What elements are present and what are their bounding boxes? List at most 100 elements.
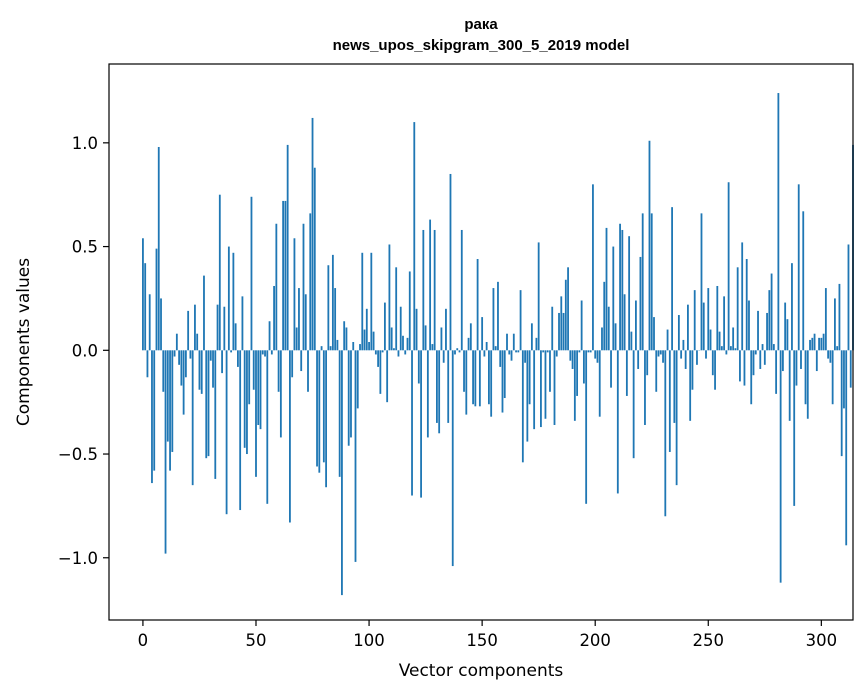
bar — [393, 348, 395, 351]
bar — [406, 337, 409, 351]
bar — [365, 308, 368, 351]
bar — [153, 350, 156, 471]
bar — [637, 350, 640, 369]
bar — [503, 350, 506, 399]
x-tick-label: 250 — [693, 631, 725, 650]
bar — [702, 302, 705, 351]
bar — [555, 350, 558, 357]
bar — [160, 298, 162, 351]
bar — [173, 350, 176, 357]
bar — [840, 350, 843, 457]
x-tick-label: 0 — [138, 631, 149, 650]
bar — [447, 350, 450, 423]
bar — [304, 294, 307, 351]
x-tick-label: 300 — [806, 631, 838, 650]
bar — [515, 350, 517, 353]
bar — [436, 350, 438, 423]
bar — [668, 350, 671, 452]
bar — [616, 350, 619, 494]
bar — [151, 350, 153, 484]
bar — [200, 350, 203, 394]
bar — [345, 327, 348, 351]
bar — [788, 350, 791, 421]
bar — [379, 350, 382, 394]
bar — [320, 346, 323, 351]
bar — [377, 350, 380, 367]
bar — [422, 229, 425, 351]
x-tick-label: 50 — [245, 631, 266, 650]
bar — [824, 288, 827, 351]
plot-frame — [108, 63, 854, 621]
bar — [336, 339, 339, 351]
bar — [241, 296, 244, 351]
bar — [592, 184, 594, 351]
bar — [221, 350, 223, 374]
bar — [847, 244, 850, 351]
bar — [316, 350, 318, 467]
bar — [659, 350, 662, 355]
bar — [309, 213, 312, 351]
bar — [716, 285, 719, 351]
bar — [843, 350, 845, 409]
bar — [524, 350, 526, 363]
bar — [273, 285, 275, 351]
bar — [354, 350, 357, 562]
bar — [169, 350, 171, 471]
bar — [598, 350, 601, 417]
bar — [313, 167, 316, 351]
bar — [164, 350, 167, 554]
bar — [736, 267, 739, 351]
bar — [705, 350, 707, 359]
bar — [610, 350, 612, 388]
y-tick-label: −0.5 — [58, 445, 98, 464]
bar — [673, 350, 676, 423]
bar — [526, 350, 529, 442]
bar — [519, 290, 522, 351]
bar — [243, 350, 246, 448]
bar — [804, 350, 807, 405]
bar — [420, 350, 422, 498]
bar — [763, 350, 766, 365]
bar — [478, 350, 481, 407]
bar — [218, 194, 221, 351]
bar — [567, 267, 569, 351]
bar — [259, 350, 262, 430]
bar — [573, 350, 576, 421]
bar — [680, 350, 683, 359]
y-tick-label: 0.0 — [72, 341, 98, 360]
bar — [374, 350, 377, 355]
bar — [431, 344, 434, 351]
bar — [248, 350, 251, 405]
bar — [356, 350, 359, 409]
bar — [508, 350, 511, 355]
bar — [325, 350, 327, 488]
bar — [530, 323, 533, 351]
bar — [657, 350, 660, 357]
bar — [650, 213, 653, 351]
bar — [682, 339, 685, 351]
bar — [451, 350, 454, 567]
bar — [628, 236, 631, 351]
y-tick-label: 0.5 — [72, 238, 98, 257]
bar — [212, 350, 214, 388]
bar — [700, 213, 703, 351]
bar — [456, 348, 459, 351]
bar — [268, 321, 271, 351]
bar — [623, 294, 626, 351]
bar — [277, 350, 280, 392]
bar — [497, 281, 499, 351]
bar — [194, 304, 196, 351]
bar — [433, 229, 436, 351]
bar — [770, 273, 773, 351]
bar — [553, 350, 556, 425]
bar — [655, 350, 658, 392]
bar — [614, 323, 617, 351]
bar — [533, 350, 536, 430]
bar — [689, 350, 692, 421]
bar — [239, 350, 242, 511]
bar — [203, 275, 205, 351]
bar — [517, 350, 520, 353]
bar — [234, 323, 237, 351]
bar — [741, 242, 744, 351]
bar — [390, 327, 393, 351]
